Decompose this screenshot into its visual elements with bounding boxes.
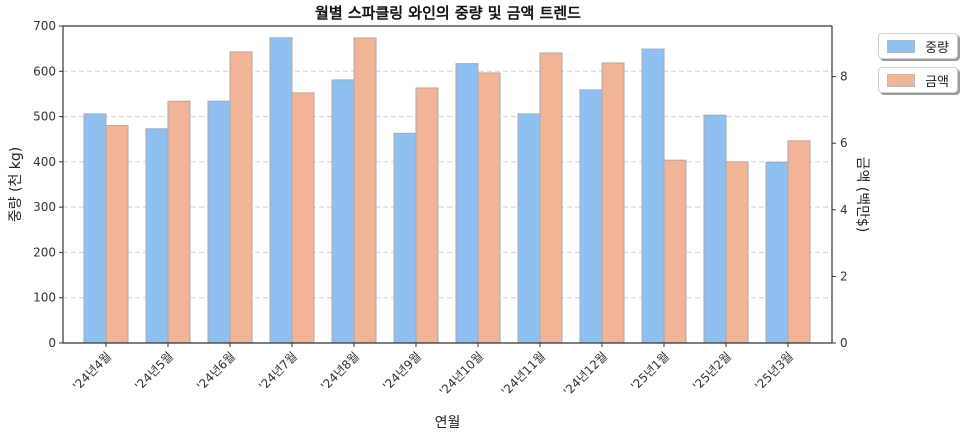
x-tick-label: '24년4월 xyxy=(70,349,114,393)
bar-weight xyxy=(83,113,107,344)
y-tick-label: 400 xyxy=(33,155,56,169)
bar-weight xyxy=(145,128,169,344)
x-tick-label: '24년8월 xyxy=(318,349,362,393)
legend-label-amount: 금액 xyxy=(925,75,949,90)
x-tick-label: '24년9월 xyxy=(380,349,424,393)
x-tick-label: '25년1월 xyxy=(628,349,672,393)
x-tick-label: '25년3월 xyxy=(752,349,796,393)
y-right-axis-label: 금액 (백만$) xyxy=(854,157,870,233)
y-tick-label: 100 xyxy=(33,291,56,305)
y-axis-label: 중량 (천 kg) xyxy=(8,147,24,222)
legend-item-weight: 중량 xyxy=(878,33,958,59)
legend: 중량 금액 xyxy=(878,33,958,101)
bar-amount xyxy=(105,125,129,344)
bar-amount xyxy=(477,72,501,344)
bar-weight xyxy=(269,37,293,344)
x-tick-label: '24년7월 xyxy=(256,349,300,393)
x-tick-label: '24년12월 xyxy=(561,349,610,398)
y-right-tick-label: 8 xyxy=(840,70,848,84)
y-right-tick-label: 2 xyxy=(840,269,848,283)
x-tick-label: '25년2월 xyxy=(690,349,734,393)
x-tick-label: '24년6월 xyxy=(194,349,238,393)
bar-weight xyxy=(765,161,789,344)
bar-weight xyxy=(331,79,355,344)
y-tick-label: 0 xyxy=(48,336,56,350)
bar-weight xyxy=(207,100,231,344)
y-tick-label: 300 xyxy=(33,200,56,214)
x-tick-label: '24년10월 xyxy=(437,349,486,398)
y-right-tick-label: 6 xyxy=(840,136,848,150)
y-tick-label: 200 xyxy=(33,245,56,259)
y-tick-label: 500 xyxy=(33,110,56,124)
y-right-tick-label: 0 xyxy=(840,336,848,350)
bar-amount xyxy=(663,159,687,344)
bar-amount xyxy=(415,87,439,344)
legend-item-amount: 금액 xyxy=(878,67,958,93)
bar-weight xyxy=(703,114,727,344)
bar-weight xyxy=(393,132,417,344)
x-tick-label: '24년11월 xyxy=(499,349,548,398)
bar-weight xyxy=(455,63,479,344)
bar-weight xyxy=(579,89,603,344)
chart-title: 월별 스파클링 와인의 중량 및 금액 트렌드 xyxy=(315,4,581,22)
bar-weight xyxy=(641,48,665,344)
bar-amount xyxy=(291,92,315,344)
bar-amount xyxy=(229,51,253,344)
bar-amount xyxy=(353,37,377,344)
bar-amount xyxy=(787,140,811,344)
legend-swatch-weight xyxy=(887,40,915,53)
legend-swatch-amount xyxy=(887,74,915,87)
bar-amount xyxy=(539,52,563,344)
legend-label-weight: 중량 xyxy=(925,41,949,56)
bar-amount xyxy=(167,100,191,344)
bar-amount xyxy=(725,161,749,344)
bar-weight xyxy=(517,113,541,344)
bar-amount xyxy=(601,62,625,344)
x-tick-label: '24년5월 xyxy=(132,349,176,393)
y-right-tick-label: 4 xyxy=(840,203,848,217)
y-tick-label: 700 xyxy=(33,19,56,33)
x-axis-label: 연월 xyxy=(435,415,461,431)
y-tick-label: 600 xyxy=(33,64,56,78)
